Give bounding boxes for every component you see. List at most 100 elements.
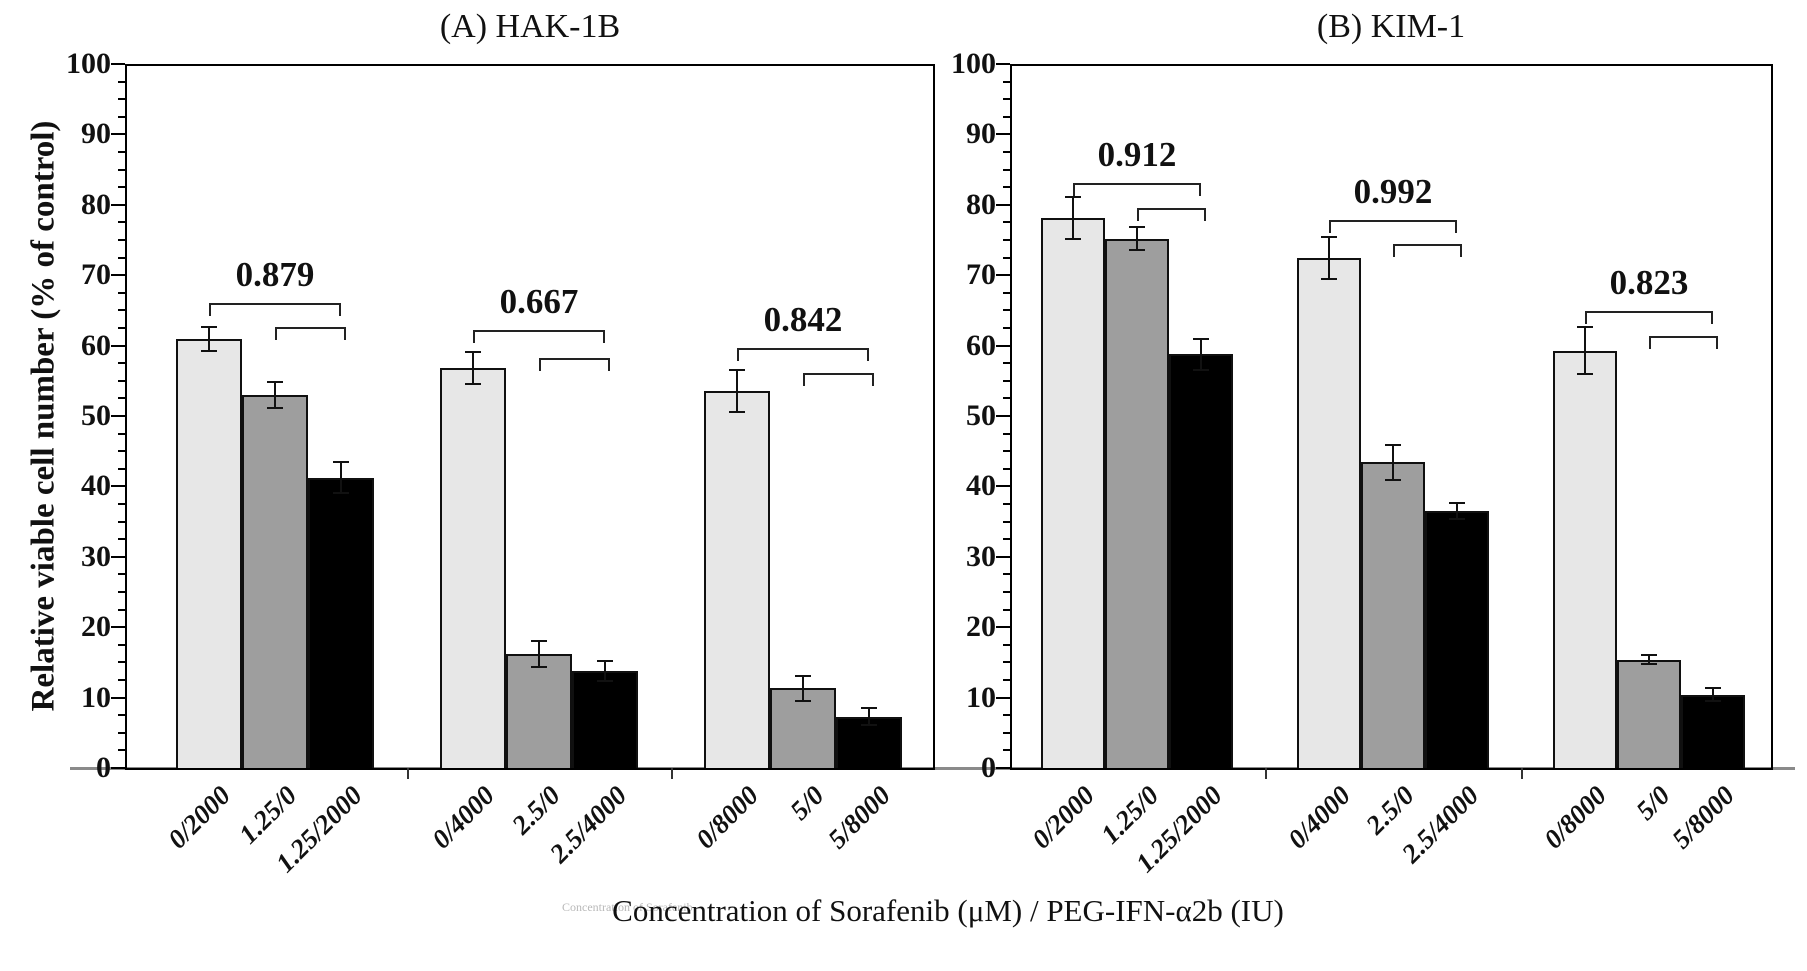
significance-bracket	[1137, 207, 1206, 221]
error-bar-line	[1392, 444, 1394, 481]
error-bar-cap-bottom	[597, 679, 613, 682]
significance-bracket	[275, 327, 346, 341]
bar	[1617, 659, 1681, 768]
group-separator-tick	[407, 768, 409, 779]
error-bar-line	[1584, 327, 1586, 374]
error-bar-line	[802, 675, 804, 702]
panel-b-plot-area	[1010, 64, 1773, 770]
bar	[176, 338, 242, 768]
y-tick	[118, 520, 125, 523]
y-tick	[1003, 151, 1010, 153]
y-tick-label: 60	[81, 328, 111, 362]
error-bar-cap-bottom	[729, 411, 745, 414]
y-tick	[118, 291, 125, 294]
y-tick	[118, 450, 125, 453]
panel-a-title: (A) HAK-1B	[439, 8, 621, 45]
p-value-label: 0.842	[763, 299, 843, 339]
error-bar-cap-top	[465, 350, 481, 353]
y-tick	[118, 309, 125, 312]
error-bar-line	[472, 351, 474, 385]
y-tick	[1003, 573, 1010, 576]
y-tick-label: 70	[966, 258, 996, 292]
x-tick-label: 0/2000	[1025, 780, 1101, 855]
y-tick	[118, 80, 125, 83]
y-tick	[996, 344, 1010, 347]
x-tick-label: 5/8000	[1665, 780, 1741, 855]
y-tick	[996, 696, 1010, 699]
p-value-label: 0.912	[1097, 134, 1177, 174]
error-bar-line	[274, 382, 276, 408]
y-tick	[1003, 661, 1010, 664]
x-tick-label: 0/2000	[161, 780, 237, 855]
y-tick	[118, 661, 125, 664]
x-tick-label: 0/4000	[425, 780, 501, 855]
y-tick	[996, 274, 1010, 277]
y-tick	[118, 327, 125, 329]
y-tick-label: 90	[966, 117, 996, 151]
y-tick	[111, 344, 125, 347]
y-tick	[1003, 115, 1010, 118]
error-bar-cap-bottom	[1385, 479, 1401, 482]
y-tick	[118, 731, 125, 734]
y-tick	[1003, 450, 1010, 453]
y-tick	[111, 415, 125, 417]
bar	[440, 368, 506, 768]
y-tick	[111, 696, 125, 699]
y-tick	[996, 415, 1010, 417]
y-tick	[118, 591, 125, 593]
y-tick	[1003, 327, 1010, 329]
error-bar-line	[538, 640, 540, 668]
error-bar-cap-bottom	[1321, 278, 1337, 281]
y-tick	[118, 168, 125, 171]
y-tick-label: 0	[96, 751, 111, 784]
error-bar-cap-top	[1065, 196, 1081, 199]
error-bar-cap-bottom	[201, 349, 217, 352]
y-tick	[118, 643, 125, 646]
error-bar-cap-bottom	[1065, 238, 1081, 241]
y-tick	[1003, 432, 1010, 435]
y-tick	[1003, 731, 1010, 734]
bar	[572, 670, 638, 768]
x-tick-label: 5/0	[1630, 780, 1677, 826]
y-tick	[118, 221, 125, 224]
y-tick	[118, 538, 125, 541]
significance-bracket	[1649, 336, 1718, 350]
y-tick	[1003, 168, 1010, 171]
y-tick	[118, 151, 125, 153]
significance-bracket	[803, 373, 874, 387]
significance-bracket	[1585, 311, 1713, 325]
y-tick	[996, 203, 1010, 206]
x-tick-label: 0/8000	[689, 780, 765, 855]
error-bar-cap-top	[1129, 226, 1145, 229]
y-tick-label: 10	[966, 680, 996, 714]
y-tick	[1003, 239, 1010, 241]
y-tick	[996, 626, 1010, 629]
y-tick	[1003, 608, 1010, 611]
error-bar-cap-bottom	[531, 666, 547, 669]
y-tick	[118, 186, 125, 189]
significance-bracket	[209, 302, 341, 316]
error-bar-cap-top	[1449, 501, 1465, 504]
y-tick	[118, 256, 125, 259]
y-tick	[118, 239, 125, 241]
y-tick	[118, 714, 125, 717]
y-tick	[111, 555, 125, 558]
y-tick-label: 40	[81, 469, 111, 503]
error-bar-cap-top	[1321, 236, 1337, 239]
y-tick-label: 60	[966, 328, 996, 362]
x-tick-label: 5/8000	[821, 780, 897, 855]
p-value-label: 0.992	[1353, 171, 1433, 211]
error-bar-cap-bottom	[1641, 662, 1657, 665]
y-tick	[996, 555, 1010, 558]
y-tick	[1003, 98, 1010, 101]
y-tick	[996, 133, 1010, 136]
error-bar-line	[1328, 237, 1330, 280]
error-bar-line	[1200, 338, 1202, 370]
significance-bracket	[1393, 244, 1462, 258]
error-bar-line	[604, 660, 606, 681]
y-tick	[118, 608, 125, 611]
y-tick-label: 20	[966, 610, 996, 644]
y-tick-label: 90	[81, 117, 111, 151]
x-axis-title: Concentration of Sorafenib (μM) / PEG-IF…	[612, 893, 1284, 928]
